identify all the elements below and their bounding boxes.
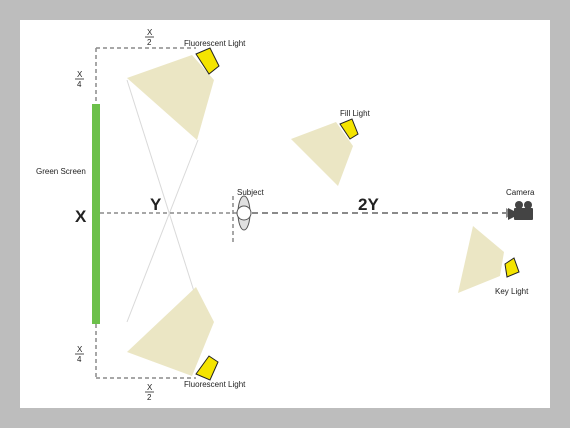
left-top-fraction-numerator: X: [77, 70, 83, 79]
fluorescent-bottom-label: Fluorescent Light: [184, 380, 246, 389]
camera-icon: [508, 201, 533, 220]
key-light-icon: [504, 257, 520, 278]
top-fraction-numerator: X: [147, 28, 153, 37]
camera-label: Camera: [506, 188, 535, 197]
bottom-fraction: X 2: [145, 383, 154, 402]
light-cross-line-1: [126, 79, 199, 305]
fluorescent-top-light-icon: [195, 47, 220, 75]
key-light-label: Key Light: [495, 287, 529, 296]
x-dimension-label: X: [75, 207, 87, 226]
left-top-fraction: X 4: [75, 70, 84, 89]
fluorescent-bottom-beam: [127, 287, 214, 376]
bottom-fraction-denominator: 2: [147, 393, 152, 402]
subject-icon: [236, 195, 252, 231]
fluorescent-bottom-light-icon: [195, 355, 219, 381]
fluorescent-top-label: Fluorescent Light: [184, 39, 246, 48]
top-fraction: X 2: [145, 28, 154, 47]
two-y-dimension-label: 2Y: [358, 195, 379, 214]
dimension-lines: [95, 47, 234, 379]
light-cross-line-2: [126, 139, 199, 323]
fill-light-icon: [339, 118, 359, 140]
left-bottom-fraction: X 4: [75, 345, 84, 364]
left-bottom-fraction-denominator: 4: [77, 355, 82, 364]
subject-label: Subject: [237, 188, 264, 197]
green-screen: [92, 104, 100, 324]
fill-light-label: Fill Light: [340, 109, 371, 118]
fluorescent-top-beam: [127, 55, 214, 140]
left-bottom-fraction-numerator: X: [77, 345, 83, 354]
fill-light-beam: [291, 122, 353, 186]
bottom-fraction-numerator: X: [147, 383, 153, 392]
y-dimension-label: Y: [150, 195, 162, 214]
left-top-fraction-denominator: 4: [77, 80, 82, 89]
top-fraction-denominator: 2: [147, 38, 152, 47]
green-screen-label: Green Screen: [36, 167, 86, 176]
key-light-beam: [458, 226, 504, 293]
